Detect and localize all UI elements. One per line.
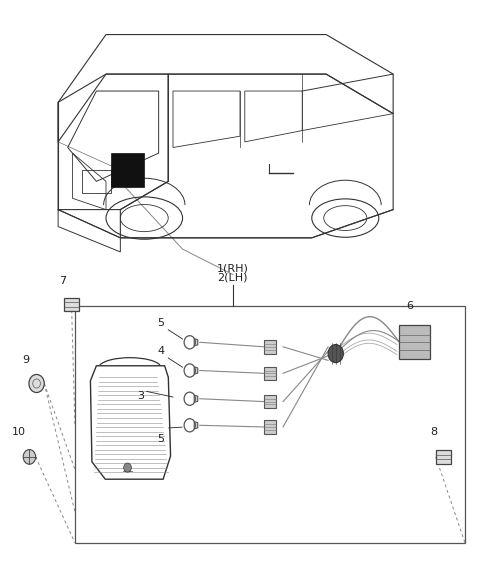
Text: 4: 4 xyxy=(157,346,165,357)
Polygon shape xyxy=(194,367,198,374)
Polygon shape xyxy=(194,395,198,402)
Polygon shape xyxy=(264,395,276,408)
Polygon shape xyxy=(264,420,276,434)
Text: 2(LH): 2(LH) xyxy=(217,272,248,282)
Text: 6: 6 xyxy=(406,301,413,311)
Polygon shape xyxy=(194,422,198,429)
Circle shape xyxy=(29,375,44,393)
Polygon shape xyxy=(399,325,430,359)
Text: 10: 10 xyxy=(12,427,25,437)
Polygon shape xyxy=(264,340,276,354)
Text: 5: 5 xyxy=(157,318,165,328)
Polygon shape xyxy=(64,298,79,311)
Polygon shape xyxy=(436,450,451,464)
Text: 9: 9 xyxy=(22,355,29,365)
Circle shape xyxy=(328,345,343,363)
Text: 7: 7 xyxy=(60,276,66,286)
Polygon shape xyxy=(194,338,198,346)
Polygon shape xyxy=(111,153,144,187)
Polygon shape xyxy=(264,367,276,380)
Text: 8: 8 xyxy=(430,427,437,437)
Text: 5: 5 xyxy=(157,434,165,444)
Text: 1(RH): 1(RH) xyxy=(217,263,249,273)
Circle shape xyxy=(124,463,132,472)
Text: 3: 3 xyxy=(137,391,144,401)
Circle shape xyxy=(23,449,36,464)
